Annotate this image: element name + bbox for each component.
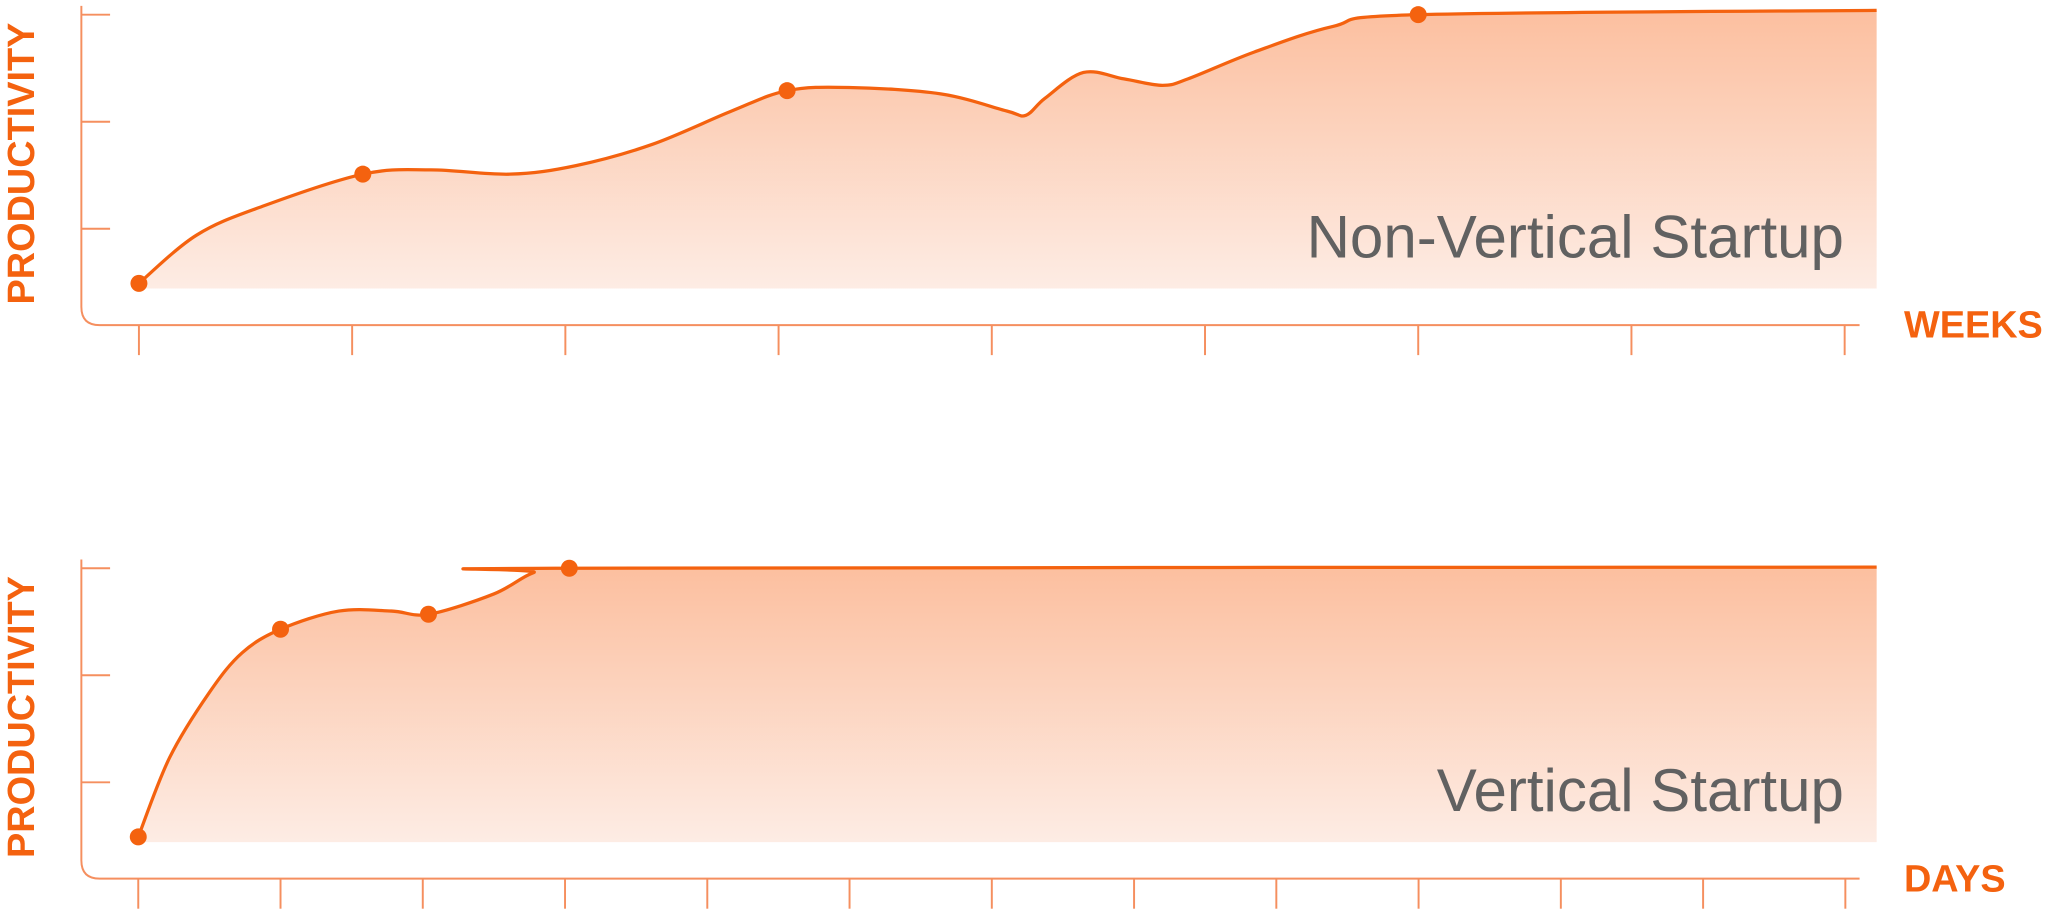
line <box>137 8 1877 285</box>
data-point <box>419 605 437 623</box>
chart-panel: PRODUCTIVITY WEEKS Non-Vertical Startup <box>1 5 2043 356</box>
data-point <box>354 165 372 183</box>
area-fill <box>138 10 1877 289</box>
x-axis-title: DAYS <box>1904 858 2006 900</box>
data-point <box>560 559 578 577</box>
chart-panel: PRODUCTIVITY DAYS Vertical Startup <box>1 559 2006 909</box>
data-point <box>272 620 290 638</box>
y-axis-title: PRODUCTIVITY <box>1 576 43 858</box>
annotation: Vertical Startup <box>1437 757 1844 824</box>
data-point <box>130 274 148 292</box>
axis-line <box>80 559 1860 880</box>
x-axis-title: WEEKS <box>1904 305 2043 347</box>
axis-line <box>80 5 1860 327</box>
area-fill <box>138 567 1877 843</box>
y-axis-title: PRODUCTIVITY <box>1 23 43 305</box>
data-point <box>1409 6 1427 24</box>
annotation: Non-Vertical Startup <box>1307 203 1844 270</box>
data-point <box>778 82 796 100</box>
line <box>136 565 1877 838</box>
data-point <box>129 828 147 846</box>
